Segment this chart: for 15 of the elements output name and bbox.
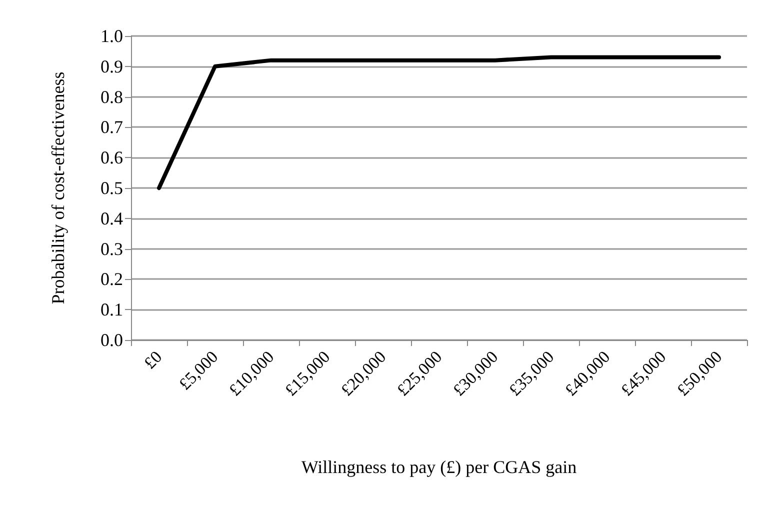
y-tick-label: 0.9	[100, 56, 123, 76]
y-tick-label: 0.6	[100, 148, 123, 168]
y-tick-label: 0.7	[100, 117, 123, 138]
x-axis-title: Willingness to pay (£) per CGAS gain	[301, 457, 577, 477]
y-tick-label: 0.5	[100, 178, 123, 198]
y-tick-label: 0.2	[100, 269, 123, 290]
y-tick-label: 0.8	[100, 86, 123, 107]
y-tick-label: 0.3	[100, 238, 123, 259]
y-axis-title: Probability of cost-effectiveness	[48, 72, 68, 304]
y-tick-label: 0.1	[100, 300, 123, 320]
line-series	[157, 55, 721, 190]
x-tick-label: £0	[140, 347, 166, 373]
y-tick-label: 1.0	[100, 26, 123, 46]
y-tick-label: 0.4	[100, 208, 123, 228]
y-tick-label: 0.0	[100, 330, 123, 350]
